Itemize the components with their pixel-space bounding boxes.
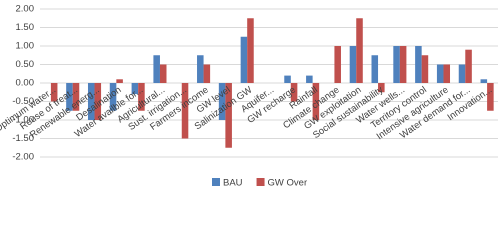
bar: [218, 83, 226, 120]
bar: [312, 83, 320, 120]
legend-label: GW Over: [268, 178, 308, 189]
y-tick-label: 2.00: [16, 4, 35, 15]
bar: [334, 46, 341, 83]
bar: [247, 18, 254, 83]
bar: [371, 55, 379, 83]
bar: [436, 64, 444, 83]
bar: [87, 83, 95, 120]
y-tick-label: 0.50: [16, 59, 35, 70]
y-tick-label: -2.00: [12, 152, 34, 163]
y-tick-label: 0.00: [16, 78, 35, 89]
bar: [421, 55, 429, 83]
bar: [306, 75, 313, 83]
bar: [131, 83, 139, 95]
bar: [415, 46, 422, 83]
bar: [153, 55, 160, 83]
y-tick-label: -1.50: [12, 133, 34, 144]
bar: [72, 83, 80, 111]
bar: [443, 64, 451, 83]
bar: [378, 83, 385, 93]
bar: [50, 83, 58, 102]
y-tick-label: -1.00: [12, 115, 34, 126]
bar: [203, 64, 211, 83]
bar: [487, 83, 494, 111]
bar: [480, 79, 488, 83]
bar: [94, 83, 102, 120]
bar: [109, 83, 117, 111]
bar: [393, 46, 400, 83]
legend-swatch: [256, 178, 265, 186]
bar: [356, 18, 363, 83]
bar: [284, 75, 291, 83]
bar: [290, 83, 298, 102]
bar: [197, 55, 204, 83]
chart: -2.00 -1.50 -1.00 -0.50 0.00 0.50 1.00 1.50 2.00…: [0, 4, 498, 189]
bar: [159, 64, 167, 83]
y-tick-label: -0.50: [12, 96, 34, 107]
bar: [349, 46, 357, 83]
bar: [240, 36, 248, 83]
bar: [66, 83, 73, 111]
legend-swatch: [212, 178, 220, 186]
bar: [399, 46, 407, 83]
bar: [465, 49, 472, 83]
legend-label: BAU: [223, 178, 243, 189]
bar: [225, 83, 232, 148]
bar: [181, 83, 189, 139]
y-tick-label: 1.50: [16, 22, 35, 33]
bar: [138, 83, 145, 111]
y-tick-label: 1.00: [16, 41, 35, 52]
bar: [116, 79, 123, 83]
bar: [458, 64, 466, 83]
